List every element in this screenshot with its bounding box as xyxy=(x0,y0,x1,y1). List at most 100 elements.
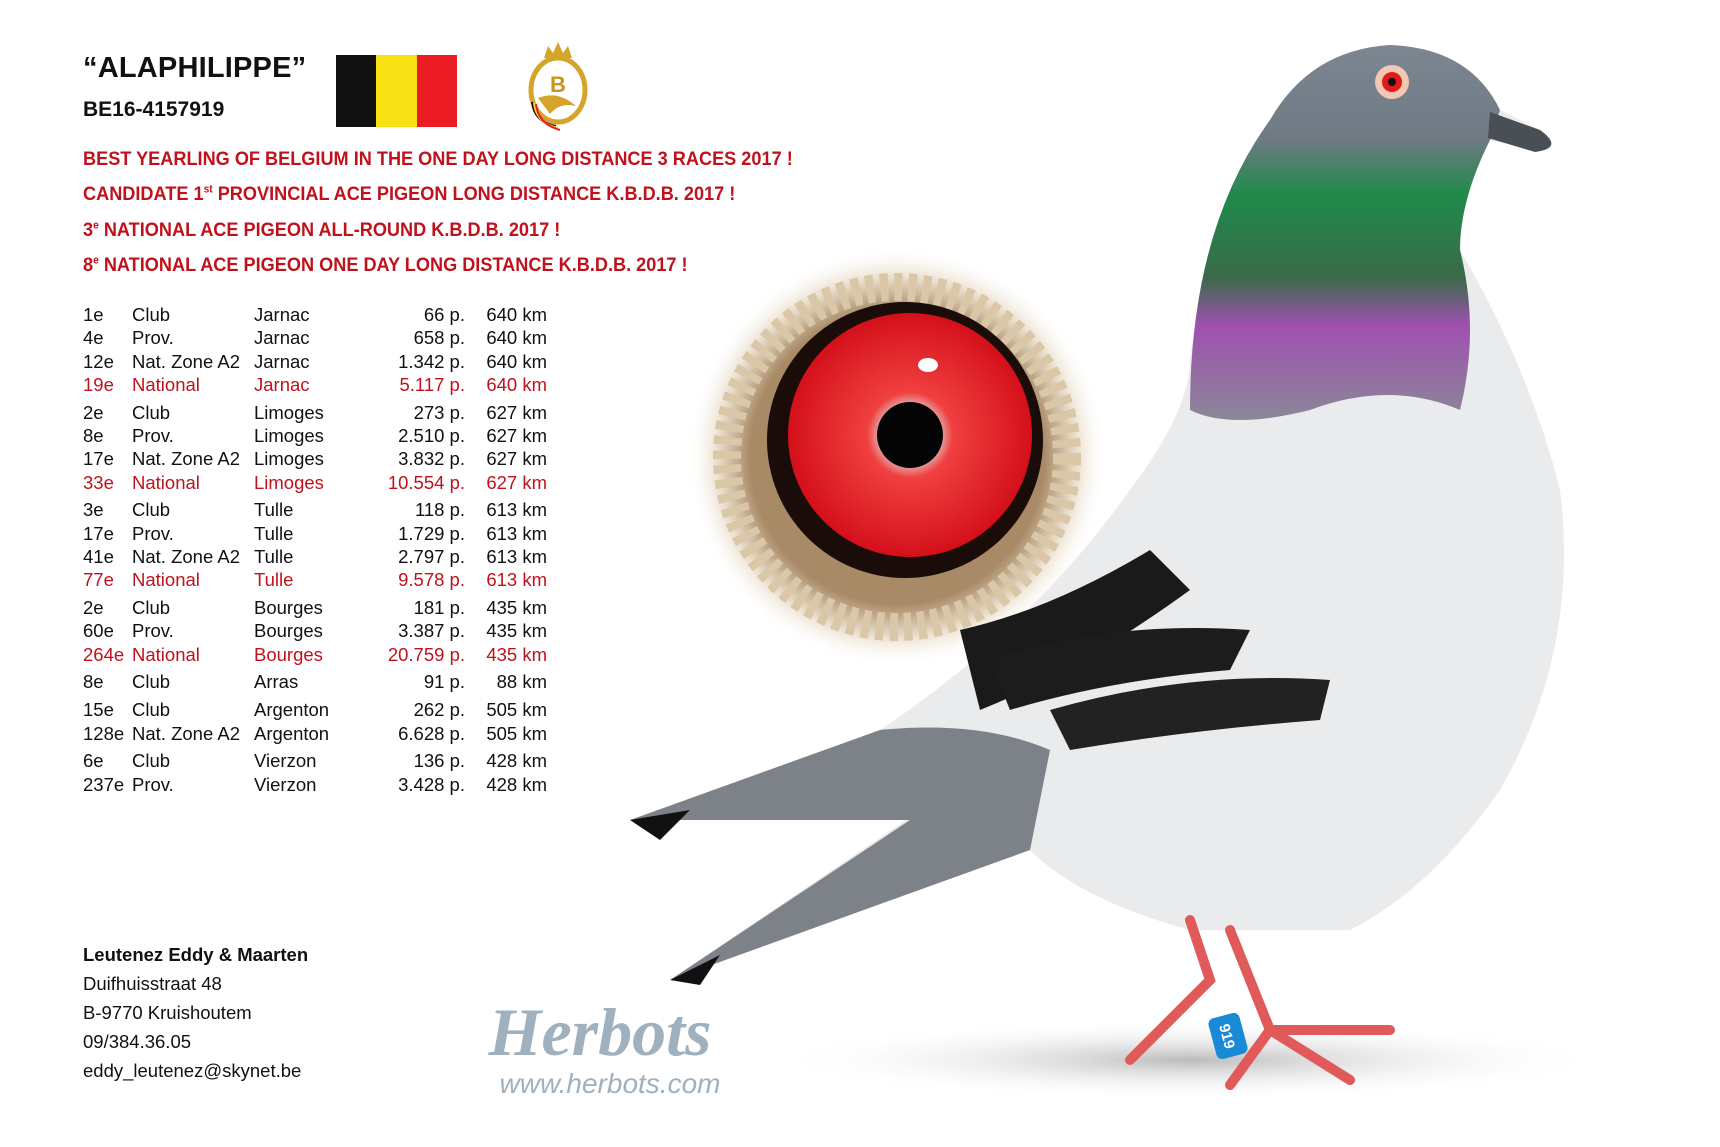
result-distance: 627 km xyxy=(486,424,547,446)
result-place: Argenton xyxy=(254,699,330,721)
result-participants: 262 p. xyxy=(413,699,465,721)
result-distance: 428 km xyxy=(486,750,547,772)
result-row: 15e Club Argenton 262 p. 505 km xyxy=(83,699,553,722)
result-rank: 4e xyxy=(83,327,104,349)
result-place: Argenton xyxy=(254,722,330,744)
result-rank: 15e xyxy=(83,699,114,721)
result-place: Vierzon xyxy=(254,750,317,772)
herbots-watermark: Herbots www.herbots.com xyxy=(488,994,721,1099)
result-category: Prov. xyxy=(132,620,174,642)
result-rank: 6e xyxy=(83,750,104,772)
result-distance: 613 km xyxy=(486,522,547,544)
result-rank: 1e xyxy=(83,304,104,325)
result-place: Tulle xyxy=(254,499,294,521)
belgian-flag xyxy=(336,55,457,127)
flag-yellow-stripe xyxy=(376,55,417,127)
result-distance: 613 km xyxy=(486,569,547,591)
leg-band xyxy=(1208,1012,1248,1060)
result-participants: 1.729 p. xyxy=(398,522,465,544)
result-place: Limoges xyxy=(254,471,324,493)
result-distance: 640 km xyxy=(486,327,547,349)
owner-city: B-9770 Kruishoutem xyxy=(83,1002,252,1023)
result-distance: 627 km xyxy=(486,401,547,423)
owner-name: Leutenez Eddy & Maarten xyxy=(83,944,309,965)
result-distance: 428 km xyxy=(486,773,547,795)
result-row: 128e Nat. Zone A2 Argenton 6.628 p. 505 km xyxy=(83,723,553,746)
result-distance: 640 km xyxy=(486,350,547,372)
flag-black-stripe xyxy=(336,55,377,127)
result-distance: 627 km xyxy=(486,471,547,493)
svg-text:B: B xyxy=(550,72,566,97)
result-row: 2e Club Limoges 273 p. 627 km xyxy=(83,402,553,425)
result-rank: 41e xyxy=(83,545,114,567)
result-rank: 264e xyxy=(83,643,125,665)
result-category: Prov. xyxy=(132,424,174,446)
result-rank: 33e xyxy=(83,471,114,493)
result-row: 12e Nat. Zone A2 Jarnac 1.342 p. 640 km xyxy=(83,351,553,374)
owner-contact: Leutenez Eddy & Maarten Duifhuisstraat 4… xyxy=(83,940,308,1085)
owner-street: Duifhuisstraat 48 xyxy=(83,973,222,994)
result-participants: 2.797 p. xyxy=(398,545,465,567)
result-participants: 9.578 p. xyxy=(398,569,465,591)
result-rank: 237e xyxy=(83,773,125,795)
title-line-4: 8e NATIONAL ACE PIGEON ONE DAY LONG DIST… xyxy=(83,254,688,276)
result-category: Nat. Zone A2 xyxy=(132,545,240,567)
title-line-2: CANDIDATE 1st PROVINCIAL ACE PIGEON LONG… xyxy=(83,183,736,205)
result-category: Prov. xyxy=(132,522,174,544)
result-distance: 613 km xyxy=(486,545,547,567)
result-row: 237e Prov. Vierzon 3.428 p. 428 km xyxy=(83,774,553,797)
result-row: 77e National Tulle 9.578 p. 613 km xyxy=(83,569,553,592)
pigeon-photo: 919 xyxy=(630,45,1610,1100)
result-row: 4e Prov. Jarnac 658 p. 640 km xyxy=(83,327,553,350)
result-place: Arras xyxy=(254,671,299,693)
owner-email: eddy_leutenez@skynet.be xyxy=(83,1060,302,1081)
result-distance: 613 km xyxy=(486,499,547,521)
result-category: Nat. Zone A2 xyxy=(132,350,240,372)
ring-number: BE16-4157919 xyxy=(83,98,225,121)
result-rank: 3e xyxy=(83,499,104,521)
result-rank: 17e xyxy=(83,522,114,544)
result-category: Club xyxy=(132,499,171,521)
result-place: Limoges xyxy=(254,424,324,446)
result-distance: 435 km xyxy=(486,643,547,665)
leg-band-number: 919 xyxy=(1215,1022,1238,1051)
result-place: Vierzon xyxy=(254,773,317,795)
result-participants: 118 p. xyxy=(414,499,465,521)
result-row: 19e National Jarnac 5.117 p. 640 km xyxy=(83,374,553,397)
result-row: 264e National Bourges 20.759 p. 435 km xyxy=(83,644,553,667)
result-row: 6e Club Vierzon 136 p. 428 km xyxy=(83,750,553,773)
result-participants: 10.554 p. xyxy=(387,471,465,493)
owner-phone: 09/384.36.05 xyxy=(83,1031,192,1052)
result-participants: 5.117 p. xyxy=(399,373,466,395)
result-place: Bourges xyxy=(254,597,323,619)
result-participants: 91 p. xyxy=(423,671,465,693)
result-place: Limoges xyxy=(254,448,324,470)
herbots-brand: Herbots xyxy=(488,994,712,1070)
result-category: Club xyxy=(132,401,171,423)
result-participants: 3.387 p. xyxy=(398,620,465,642)
result-rank: 77e xyxy=(83,569,114,591)
result-row: 8e Club Arras 91 p. 88 km xyxy=(83,671,553,694)
result-participants: 1.342 p. xyxy=(398,350,465,372)
result-rank: 8e xyxy=(83,424,104,446)
result-category: Club xyxy=(132,671,171,693)
result-category: National xyxy=(132,643,200,665)
result-category: Club xyxy=(132,597,171,619)
flag-red-stripe xyxy=(416,55,457,127)
result-place: Tulle xyxy=(254,522,294,544)
result-rank: 12e xyxy=(83,350,114,372)
result-rank: 17e xyxy=(83,448,114,470)
result-distance: 435 km xyxy=(486,620,547,642)
kbdb-logo: B xyxy=(528,42,588,131)
result-row: 60e Prov. Bourges 3.387 p. 435 km xyxy=(83,620,553,643)
result-participants: 6.628 p. xyxy=(398,722,465,744)
result-category: National xyxy=(132,373,200,395)
result-distance: 435 km xyxy=(486,597,547,619)
result-rank: 60e xyxy=(83,620,114,642)
result-rank: 19e xyxy=(83,373,114,395)
result-category: Prov. xyxy=(132,773,174,795)
result-row: 33e National Limoges 10.554 p. 627 km xyxy=(83,472,553,495)
result-distance: 640 km xyxy=(486,304,547,325)
result-participants: 273 p. xyxy=(413,401,465,423)
herbots-url: www.herbots.com xyxy=(500,1068,721,1099)
